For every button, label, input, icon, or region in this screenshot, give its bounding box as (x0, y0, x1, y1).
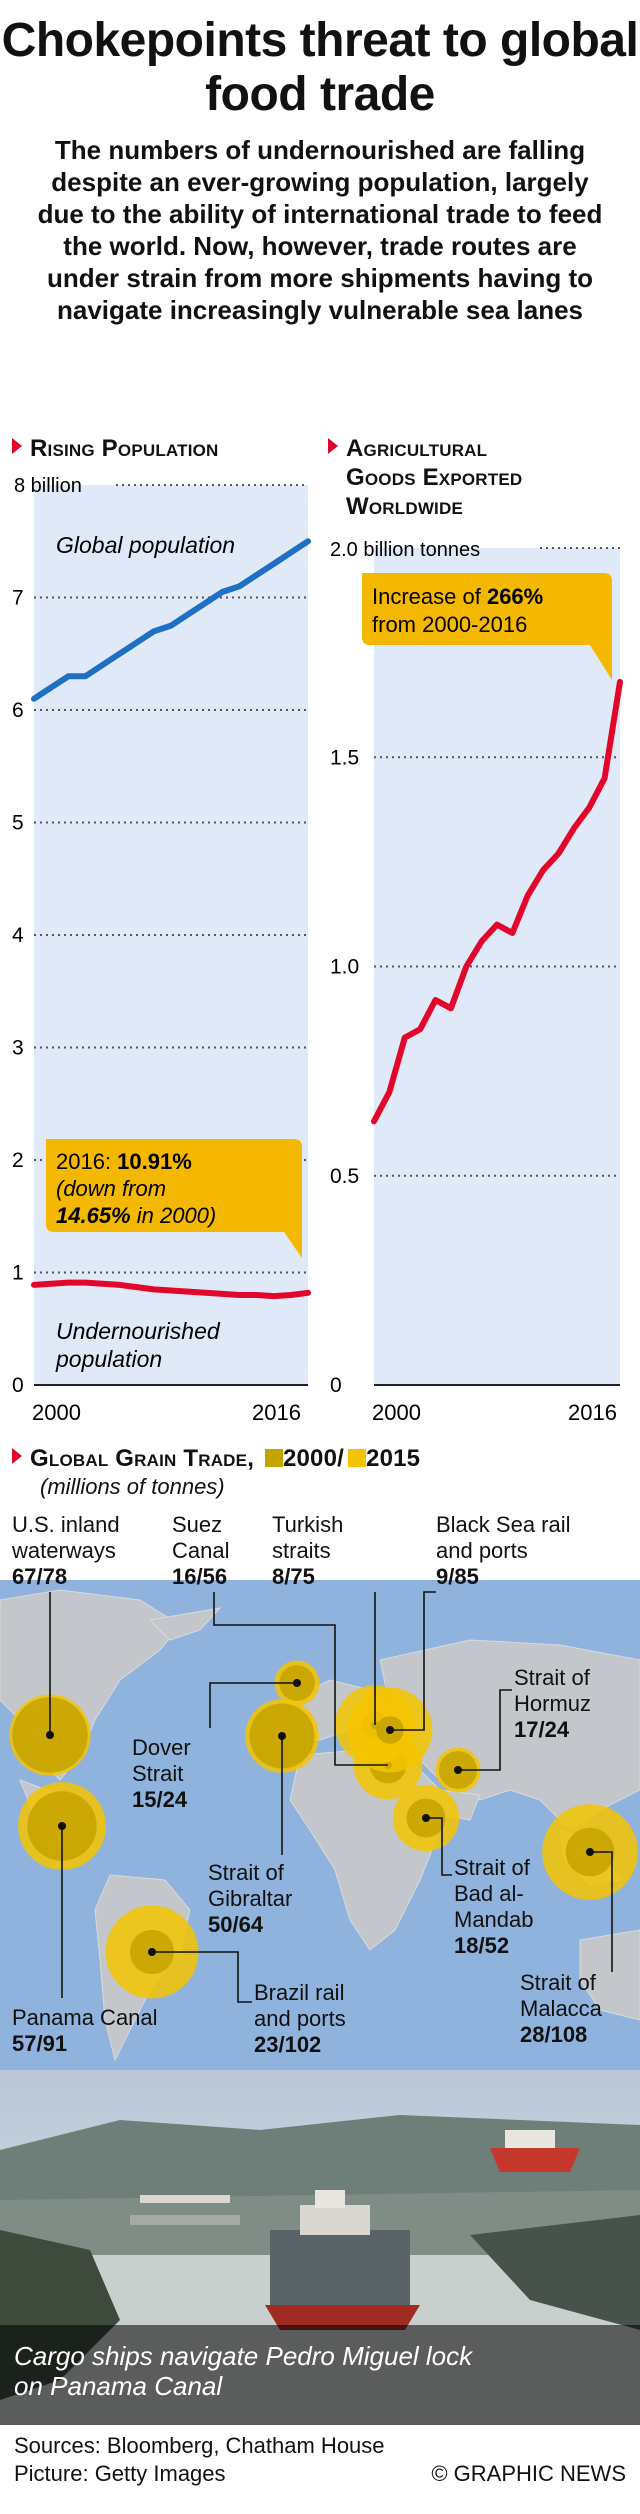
undernourished-label-line1: Undernourished (56, 1318, 221, 1344)
series-line-2 (31, 1279, 311, 1300)
chokepoint-label: Suez Canal 16/56 (172, 1512, 230, 1589)
callout-line3: 14.65% in 2000) (56, 1203, 216, 1228)
y-tick-label: 1.5 (330, 746, 359, 769)
population-plot-area (34, 485, 308, 1385)
intro-text: The numbers of undernourished are fallin… (37, 135, 603, 325)
exports-callout-line2: from 2000-2016 (372, 612, 527, 637)
legend-2000-swatch (264, 1449, 283, 1467)
chokepoint-label: Panama Canal 57/91 (12, 2005, 158, 2056)
population-x-label-start: 2000 (32, 1400, 81, 1425)
section-marker-icon (12, 1448, 22, 1464)
chokepoint-label: U.S. inland waterways 67/78 (12, 1512, 120, 1589)
series-line-1 (371, 678, 623, 1125)
chokepoint-label: Strait of Malacca 28/108 (520, 1970, 602, 2047)
exports-x-label-end: 2016 (568, 1400, 617, 1425)
sources-text: Sources: Bloomberg, Chatham House (14, 2433, 385, 2458)
y-tick-label: 7 (12, 587, 24, 610)
y-tick-label: 0 (330, 1374, 342, 1397)
leader-line (390, 1591, 436, 1731)
population-y-unit-label: 8 billion (14, 475, 82, 497)
y-tick-label: 2 (12, 1149, 24, 1172)
exports-y-unit-label: 2.0 billion tonnes (330, 539, 480, 561)
chokepoint-label: Black Sea rail and ports 9/85 (436, 1512, 571, 1589)
leader-line (426, 1817, 452, 1876)
callout-line2: (down from (56, 1176, 166, 1201)
population-heading: Rising Population (12, 434, 219, 463)
y-tick-label: 3 (12, 1037, 24, 1060)
y-tick-label: 1.0 (330, 956, 359, 979)
y-tick-label: 1 (12, 1262, 24, 1285)
population-callout: 2016: 10.91% (down from 14.65% in 2000) (46, 1139, 302, 1258)
leader-line (458, 1689, 512, 1771)
greenland (148, 1607, 222, 1641)
leader-line (213, 1592, 388, 1766)
photo-caption: Cargo ships navigate Pedro Miguel lock o… (0, 2325, 640, 2425)
chokepoint-label: Strait of Hormuz 17/24 (514, 1665, 592, 1742)
grain-subheading: (millions of tonnes) (40, 1474, 225, 1499)
exports-heading: Agricultural Goods Exported Worldwide (328, 434, 522, 521)
chokepoint-label: Strait of Gibraltar 50/64 (208, 1860, 293, 1937)
y-tick-label: 5 (12, 812, 24, 835)
global-population-label: Global population (56, 532, 235, 558)
chokepoint-label: Dover Strait 15/24 (132, 1735, 191, 1812)
population-x-label-end: 2016 (252, 1400, 301, 1425)
exports-chart: 2.0 billion tonnes 0 0.5 1.0 1.5 Increase o… (330, 539, 623, 1425)
chokepoint-label: Brazil rail and ports 23/102 (254, 1980, 346, 2057)
world-map (0, 1580, 640, 2070)
series-line-1 (31, 538, 311, 702)
undernourished-label-line2: population (55, 1346, 162, 1372)
y-tick-label: 0 (12, 1374, 24, 1397)
chokepoint-label: Turkish straits 8/75 (272, 1512, 344, 1589)
page-title: Chokepoints threat to global food trade (1, 14, 639, 121)
callout-line1: 2016: 10.91% (56, 1149, 192, 1174)
exports-callout: Increase of 266% from 2000-2016 (362, 573, 612, 680)
footer: Sources: Bloomberg, Chatham House Pictur… (14, 2432, 626, 2488)
leader-line (209, 1682, 297, 1728)
grain-heading: Global Grain Trade, 2000/2015 (12, 1444, 420, 1473)
y-tick-label: 0.5 (330, 1165, 359, 1188)
section-marker-icon (12, 438, 22, 454)
ship-red (490, 2130, 580, 2172)
y-tick-label: 4 (12, 924, 24, 947)
section-marker-icon (328, 438, 338, 454)
leader-line (590, 1851, 613, 1972)
chokepoint-label: Strait of Bad al- Mandab 18/52 (454, 1855, 534, 1958)
graphic-news-credit: © GRAPHIC NEWS (431, 2461, 626, 2486)
population-chart: 8 billion 0 1 2 3 4 5 6 7 Global population Und… (12, 475, 311, 1425)
leader-line (152, 1951, 252, 2003)
exports-x-label-start: 2000 (372, 1400, 421, 1425)
australia (579, 1929, 640, 2021)
exports-callout-line1: Increase of 266% (372, 584, 543, 609)
legend-2015-swatch (348, 1449, 367, 1467)
ship-main (265, 2190, 420, 2330)
y-tick-label: 6 (12, 699, 24, 722)
picture-credit: Picture: Getty Images (14, 2461, 226, 2486)
